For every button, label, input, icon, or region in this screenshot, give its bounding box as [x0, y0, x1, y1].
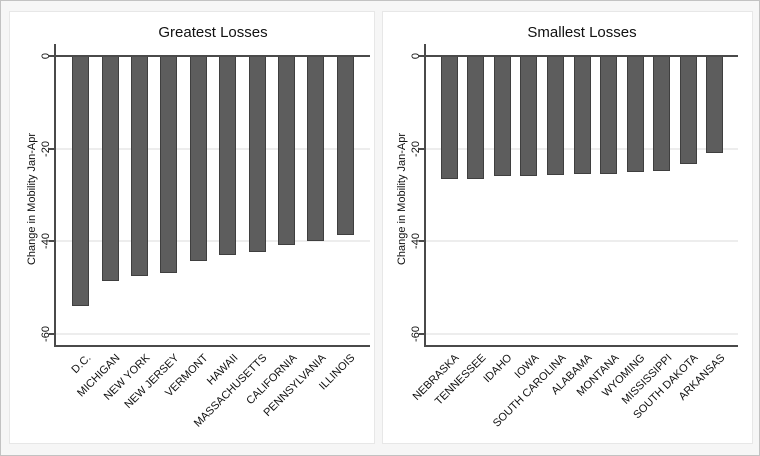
zero-baseline [56, 55, 370, 57]
gridline [426, 332, 738, 335]
y-tick-label: -40 [40, 233, 52, 250]
panel-greatest-losses: Greatest Losses Change in Mobility Jan-A… [9, 11, 375, 444]
bar [219, 56, 237, 255]
chart-title-smallest-losses: Smallest Losses [527, 24, 637, 41]
y-tick [419, 55, 426, 57]
zero-baseline [426, 55, 738, 57]
bar [101, 56, 119, 281]
bar [278, 56, 295, 246]
plot-area: D.C. MICHIGAN NEW YORK NEW JERSEY VERMONT HAW… [10, 12, 374, 443]
x-axis-line [54, 345, 370, 347]
gridline [56, 240, 370, 243]
y-tick-label: -20 [410, 140, 422, 157]
bar [493, 56, 511, 176]
bar [467, 56, 485, 180]
y-axis-line [54, 44, 56, 347]
y-tick-label: -20 [40, 140, 52, 157]
plot-area: NEBRASKA TENNESSEE IDAHO IOWA SOUTH CAROLINA… [383, 12, 752, 443]
gridline [56, 147, 370, 150]
x-axis-line [424, 345, 738, 347]
bar [520, 56, 538, 176]
bar [440, 56, 458, 180]
gridline [56, 332, 370, 335]
chart-title-greatest-losses: Greatest Losses [158, 24, 268, 41]
bar [626, 56, 644, 173]
y-tick-label: -40 [410, 233, 422, 250]
y-tick-label: 0 [410, 52, 422, 60]
y-tick [49, 332, 56, 335]
bar [248, 56, 266, 252]
y-tick [49, 240, 56, 243]
category-label: D.C. [69, 352, 94, 377]
bar [679, 56, 697, 164]
y-axis-line [424, 44, 426, 347]
y-tick-label: -60 [40, 325, 52, 342]
y-tick [419, 240, 426, 243]
bar [307, 56, 325, 242]
category-label: IDAHO [481, 352, 515, 386]
y-tick [419, 147, 426, 150]
bar [706, 56, 724, 154]
y-tick [419, 332, 426, 335]
bar [189, 56, 207, 262]
y-tick [49, 147, 56, 150]
bar [160, 56, 178, 274]
bar [336, 56, 354, 235]
bar [600, 56, 617, 174]
y-tick [49, 55, 56, 57]
bar [72, 56, 90, 306]
bar [573, 56, 591, 174]
y-tick-label: -60 [410, 325, 422, 342]
bar [131, 56, 148, 277]
bar [653, 56, 671, 172]
y-tick-label: 0 [40, 52, 52, 60]
bar [547, 56, 564, 175]
gridline [426, 240, 738, 243]
panel-smallest-losses: Smallest Losses Change in Mobility Jan-A… [382, 11, 753, 444]
